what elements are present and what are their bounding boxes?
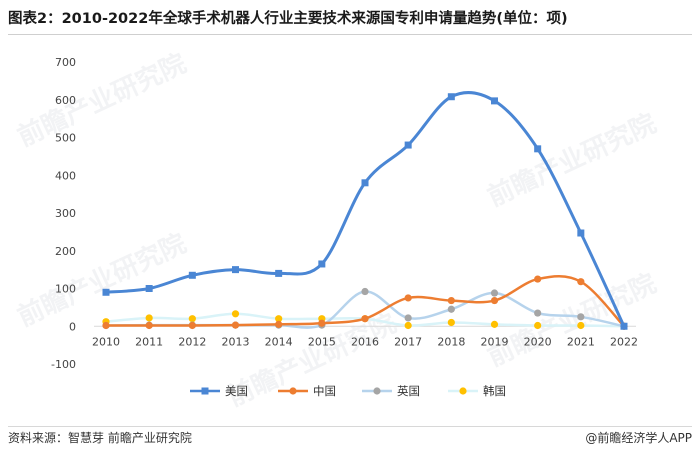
data-point-kr bbox=[404, 321, 412, 330]
data-point-us bbox=[232, 266, 239, 274]
y-tick-label: 0 bbox=[69, 320, 76, 333]
data-point-cn bbox=[404, 294, 412, 302]
data-point-us bbox=[404, 141, 412, 149]
x-tick-label: 2014 bbox=[265, 335, 293, 348]
y-tick-label: 700 bbox=[55, 56, 76, 69]
x-tick-label: 2019 bbox=[481, 335, 509, 348]
data-point-cn bbox=[490, 296, 499, 305]
y-tick-label: -100 bbox=[51, 358, 76, 371]
data-point-us bbox=[188, 271, 196, 279]
legend-marker-kr bbox=[459, 387, 467, 395]
data-point-cn bbox=[231, 321, 240, 329]
y-tick-label: 500 bbox=[55, 132, 76, 145]
data-point-kr bbox=[188, 315, 196, 323]
data-point-cn bbox=[447, 296, 455, 305]
legend-label-cn: 中国 bbox=[313, 384, 336, 398]
data-point-cn bbox=[318, 319, 326, 327]
data-point-us bbox=[534, 145, 542, 153]
data-point-uk bbox=[404, 314, 412, 322]
legend-label-us: 美国 bbox=[225, 384, 248, 398]
data-point-cn bbox=[275, 320, 283, 328]
x-tick-label: 2021 bbox=[567, 335, 595, 348]
data-point-kr bbox=[577, 321, 585, 330]
footer: 资料来源：智慧芽 前瞻产业研究院 @前瞻经济学人APP bbox=[8, 427, 692, 449]
data-point-cn bbox=[361, 315, 369, 323]
y-tick-label: 100 bbox=[55, 283, 76, 296]
data-point-cn bbox=[577, 278, 585, 286]
data-point-kr bbox=[447, 318, 455, 327]
data-point-us bbox=[145, 285, 153, 292]
y-tick-label: 200 bbox=[55, 245, 76, 258]
data-point-uk bbox=[577, 313, 585, 321]
x-tick-label: 2016 bbox=[351, 335, 379, 348]
data-point-kr bbox=[231, 310, 240, 318]
x-tick-label: 2012 bbox=[178, 335, 206, 348]
chart-title: 图表2：2010-2022年全球手术机器人行业主要技术来源国专利申请量趋势(单位… bbox=[8, 11, 568, 27]
data-point-kr bbox=[145, 314, 153, 322]
legend-marker-cn bbox=[289, 387, 297, 395]
data-point-kr bbox=[490, 320, 499, 328]
brand-label: @前瞻经济学人APP bbox=[585, 431, 692, 445]
data-point-us bbox=[361, 179, 369, 187]
data-point-us bbox=[620, 322, 628, 330]
x-tick-label: 2015 bbox=[308, 335, 336, 348]
data-point-uk bbox=[361, 287, 369, 296]
legend-marker-uk bbox=[373, 387, 381, 395]
line-chart: 700 600 500 400 300 200 100 0 -100 2010 2011 2012 20… bbox=[51, 56, 638, 398]
data-point-us bbox=[577, 229, 585, 237]
x-tick-label: 2010 bbox=[92, 335, 120, 348]
data-point-uk bbox=[490, 289, 499, 297]
data-point-uk bbox=[534, 309, 542, 317]
x-tick-label: 2011 bbox=[135, 335, 163, 348]
data-point-cn bbox=[188, 321, 196, 330]
data-point-us bbox=[318, 260, 326, 268]
x-tick-label: 2018 bbox=[437, 335, 465, 348]
y-tick-label: 400 bbox=[55, 169, 76, 182]
data-point-kr bbox=[534, 321, 542, 330]
title-divider bbox=[8, 34, 692, 35]
y-tick-label: 600 bbox=[55, 94, 76, 107]
y-tick-label: 300 bbox=[55, 207, 76, 220]
source-note: 资料来源：智慧芽 前瞻产业研究院 bbox=[8, 431, 192, 445]
x-tick-label: 2020 bbox=[524, 335, 552, 348]
footer-divider bbox=[8, 426, 692, 427]
x-tick-label: 2013 bbox=[222, 335, 250, 348]
data-point-cn bbox=[102, 321, 110, 330]
legend-label-kr: 韩国 bbox=[483, 384, 506, 398]
data-point-us bbox=[275, 269, 283, 277]
x-tick-label: 2017 bbox=[394, 335, 422, 348]
x-tick-label: 2022 bbox=[610, 335, 638, 348]
data-point-us bbox=[447, 93, 455, 101]
legend-marker-us bbox=[201, 387, 209, 395]
data-point-cn bbox=[145, 321, 153, 330]
data-point-cn bbox=[534, 275, 542, 283]
data-point-kr bbox=[275, 315, 283, 323]
data-point-uk bbox=[447, 305, 455, 313]
data-point-us bbox=[102, 288, 110, 296]
legend-label-uk: 英国 bbox=[397, 384, 420, 398]
data-point-us bbox=[491, 97, 498, 105]
